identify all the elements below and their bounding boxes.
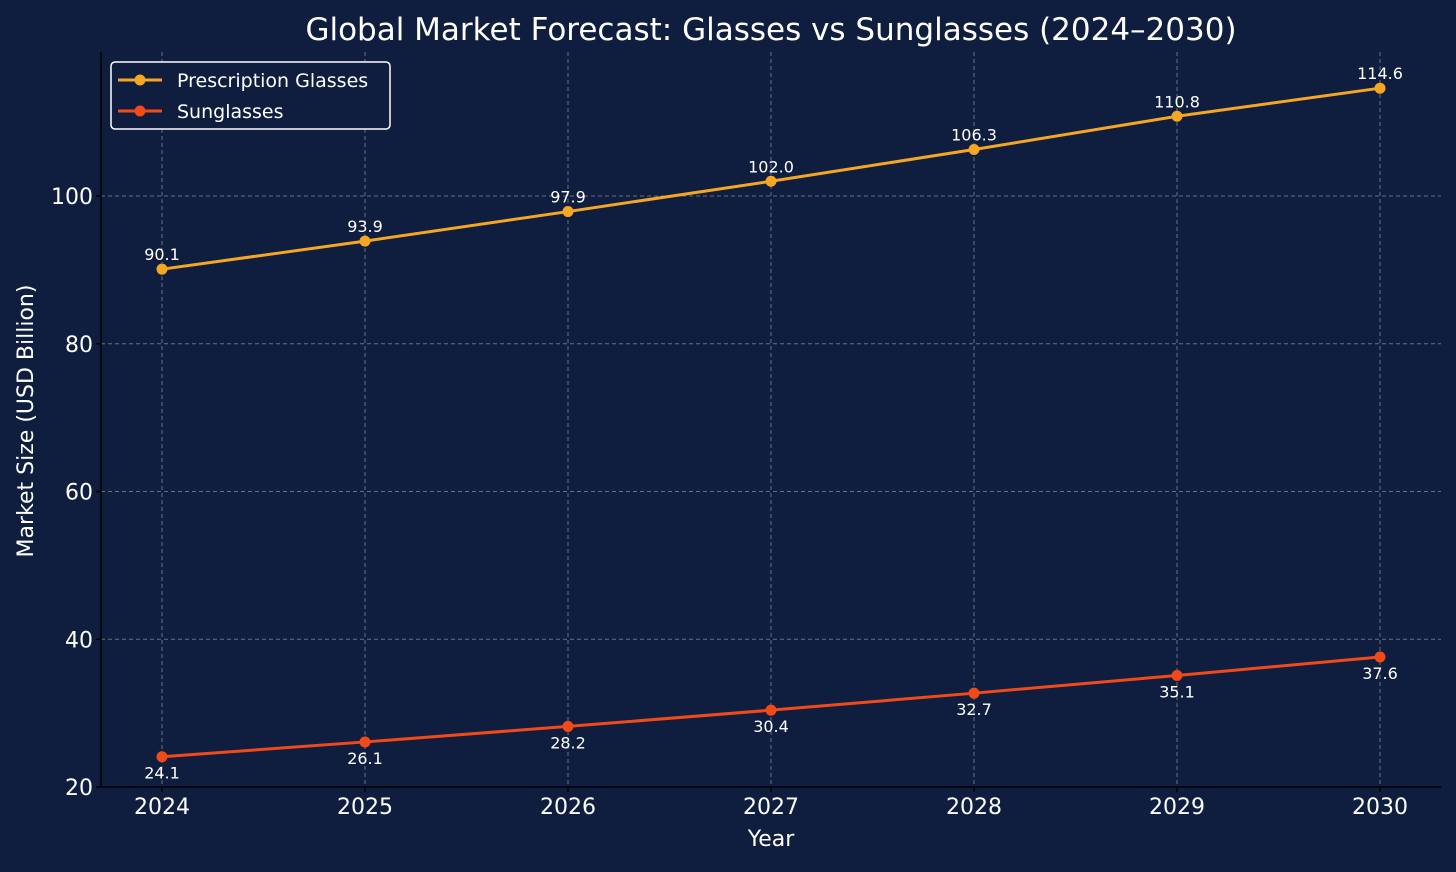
data-label: 32.7 <box>956 700 992 719</box>
data-point <box>765 175 777 187</box>
data-label: 30.4 <box>753 717 789 736</box>
data-label: 26.1 <box>347 749 383 768</box>
x-tick-label: 2025 <box>337 795 393 820</box>
data-point <box>359 736 371 748</box>
data-label: 93.9 <box>347 217 383 236</box>
legend[interactable]: Prescription Glasses Sunglasses <box>110 61 391 130</box>
data-label: 102.0 <box>748 157 794 176</box>
data-point <box>359 235 371 247</box>
data-point <box>1374 82 1386 94</box>
data-point <box>968 687 980 699</box>
data-point <box>156 263 168 275</box>
y-tick-label: 20 <box>65 776 93 801</box>
data-point <box>562 720 574 732</box>
chart-title: Global Market Forecast: Glasses vs Sungl… <box>305 12 1236 48</box>
legend-box <box>110 61 391 130</box>
data-label: 28.2 <box>550 733 586 752</box>
data-point <box>1171 669 1183 681</box>
series: 90.1 93.9 97.9 102.0 106.3 110.8 114.6 24.1 26.1… <box>144 64 1403 783</box>
legend-swatch-marker <box>134 105 146 117</box>
data-point <box>1374 651 1386 663</box>
data-label: 90.1 <box>144 245 180 264</box>
series-prescription-glasses: 90.1 93.9 97.9 102.0 106.3 110.8 114.6 <box>144 64 1403 275</box>
y-axis-label: Market Size (USD Billion) <box>14 285 39 558</box>
data-label: 114.6 <box>1357 64 1403 83</box>
data-label: 35.1 <box>1159 682 1195 701</box>
data-label: 37.6 <box>1362 664 1398 683</box>
axes: 2024 2025 2026 2027 2028 2029 2030 20 40 60 80 100 <box>51 52 1441 820</box>
y-tick-label: 60 <box>65 481 93 506</box>
y-tick-label: 80 <box>65 333 93 358</box>
legend-entry-label: Sunglasses <box>177 101 284 123</box>
data-point <box>562 206 574 218</box>
data-point <box>1171 110 1183 122</box>
x-tick-label: 2028 <box>946 795 1002 820</box>
x-tick-label: 2024 <box>134 795 190 820</box>
x-tick-label: 2026 <box>540 795 596 820</box>
x-tick-label: 2027 <box>743 795 799 820</box>
data-label: 97.9 <box>550 188 586 207</box>
x-axis-label: Year <box>747 827 796 852</box>
x-tick-label: 2030 <box>1352 795 1408 820</box>
x-tick-label: 2029 <box>1149 795 1205 820</box>
y-tick-label: 40 <box>65 628 93 653</box>
legend-swatch-marker <box>134 74 146 86</box>
series-sunglasses: 24.1 26.1 28.2 30.4 32.7 35.1 37.6 <box>144 651 1398 783</box>
data-label: 24.1 <box>144 764 180 783</box>
y-tick-label: 100 <box>51 185 93 210</box>
grid <box>101 52 1441 788</box>
data-point <box>765 704 777 716</box>
data-point <box>156 751 168 763</box>
data-point <box>968 144 980 156</box>
legend-entry-label: Prescription Glasses <box>177 70 368 92</box>
data-label: 106.3 <box>951 126 997 145</box>
data-label: 110.8 <box>1154 92 1200 111</box>
